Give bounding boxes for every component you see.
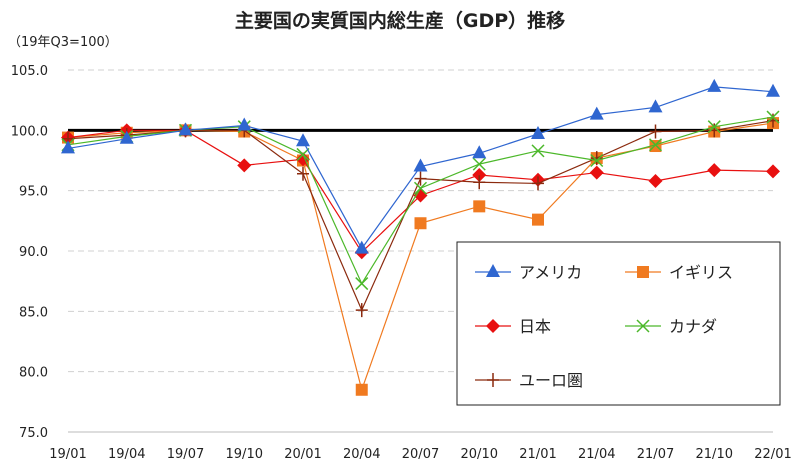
series-0 xyxy=(61,78,780,254)
y-tick-label: 90.0 xyxy=(19,245,48,260)
data-point xyxy=(472,145,487,159)
y-tick-label: 100.0 xyxy=(11,124,48,139)
data-point xyxy=(766,83,780,97)
data-point xyxy=(649,140,662,153)
legend-box xyxy=(456,241,781,406)
data-point xyxy=(707,120,721,134)
y-tick-label: 80.0 xyxy=(19,366,48,381)
data-point xyxy=(707,163,722,178)
legend-label: アメリカ xyxy=(519,263,582,282)
legend-label: 日本 xyxy=(519,317,551,336)
data-point xyxy=(532,213,544,226)
data-point xyxy=(486,264,500,277)
data-point xyxy=(707,78,722,92)
data-point xyxy=(472,157,486,171)
data-point xyxy=(355,277,369,291)
data-point xyxy=(61,140,75,154)
data-point xyxy=(472,167,487,182)
data-point xyxy=(413,181,428,195)
x-tick-label: 21/01 xyxy=(519,447,556,462)
x-tick-label: 21/10 xyxy=(696,447,733,462)
data-point xyxy=(486,319,500,333)
x-tick-label: 21/04 xyxy=(578,447,615,462)
data-point xyxy=(473,200,486,213)
data-point xyxy=(178,122,193,136)
data-point xyxy=(413,158,428,172)
data-point xyxy=(589,165,604,180)
chart-title: 主要国の実質国内総生産（GDP）推移 xyxy=(235,9,565,32)
data-point xyxy=(636,319,650,333)
x-tick-label: 21/07 xyxy=(637,447,674,462)
data-point xyxy=(531,144,545,158)
data-point xyxy=(355,303,368,318)
data-point xyxy=(532,176,544,191)
y-tick-label: 75.0 xyxy=(19,426,48,441)
data-point xyxy=(648,174,663,189)
data-point xyxy=(649,124,662,139)
data-point xyxy=(414,171,427,186)
data-point xyxy=(414,217,427,230)
legend-label: イギリス xyxy=(669,263,733,282)
data-point xyxy=(355,383,368,396)
x-tick-label: 20/07 xyxy=(402,447,439,462)
series-2 xyxy=(61,123,780,260)
data-point xyxy=(766,110,780,124)
x-tick-label: 20/10 xyxy=(461,447,498,462)
data-point xyxy=(589,106,604,120)
x-tick-label: 19/01 xyxy=(49,447,86,462)
data-point xyxy=(590,151,603,166)
data-point xyxy=(473,175,486,190)
data-point xyxy=(297,166,309,181)
y-tick-label: 85.0 xyxy=(19,305,48,320)
data-point xyxy=(354,240,369,254)
x-tick-label: 19/10 xyxy=(226,447,263,462)
data-point xyxy=(648,99,663,113)
data-point xyxy=(637,266,649,278)
y-tick-label: 105.0 xyxy=(11,64,48,79)
legend-label: ユーロ圏 xyxy=(519,371,583,390)
x-tick-label: 19/04 xyxy=(108,447,145,462)
data-point xyxy=(590,153,604,168)
legend-label: カナダ xyxy=(669,317,717,336)
y-axis-label: （19年Q3=100） xyxy=(8,35,118,50)
x-tick-label: 20/01 xyxy=(284,447,321,462)
data-point xyxy=(296,133,310,147)
data-point xyxy=(648,138,663,152)
y-tick-label: 95.0 xyxy=(19,185,48,200)
x-tick-label: 20/04 xyxy=(343,447,380,462)
data-point xyxy=(487,373,499,387)
data-point xyxy=(766,164,780,179)
data-point xyxy=(237,158,252,173)
data-point xyxy=(531,125,545,139)
x-tick-label: 22/01 xyxy=(754,447,791,462)
data-point xyxy=(237,117,252,131)
data-point xyxy=(119,130,134,144)
x-tick-label: 19/07 xyxy=(167,447,204,462)
data-point xyxy=(296,147,310,161)
